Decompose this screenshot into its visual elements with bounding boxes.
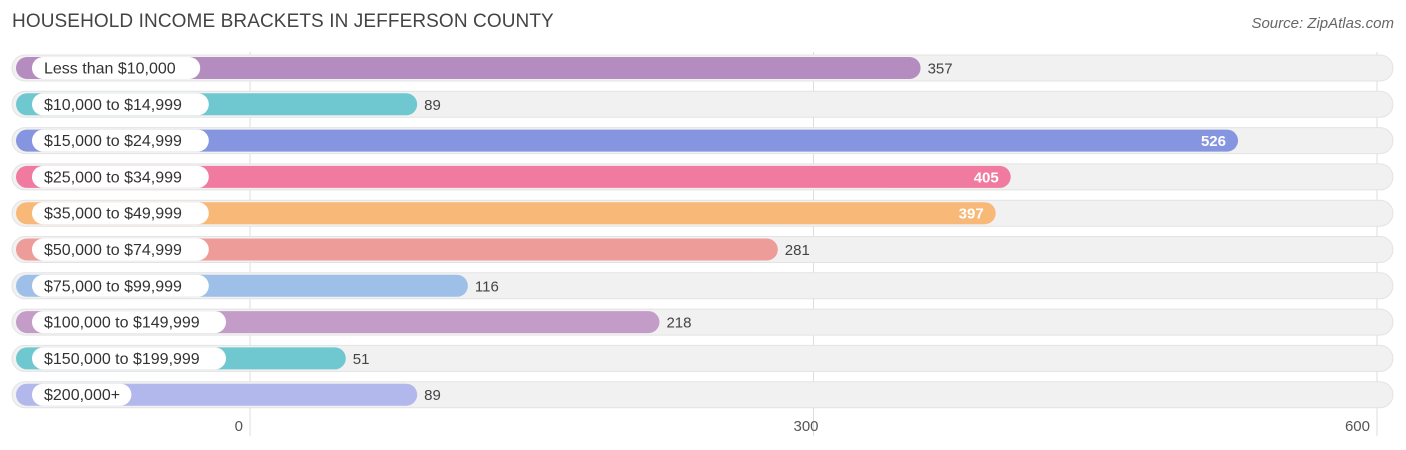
bar xyxy=(16,129,1239,152)
value-label: 526 xyxy=(1201,133,1226,150)
category-label-pill xyxy=(32,202,209,225)
category-label: $75,000 to $99,999 xyxy=(44,278,182,295)
category-label: $50,000 to $74,999 xyxy=(44,242,182,259)
bar xyxy=(16,57,921,79)
category-label-pill xyxy=(32,129,209,152)
value-label: 218 xyxy=(666,315,691,332)
bar-track xyxy=(11,344,1394,372)
category-label: $15,000 to $24,999 xyxy=(44,133,182,150)
category-label: $100,000 to $149,999 xyxy=(44,315,200,332)
x-tick-label: 300 xyxy=(794,418,819,435)
category-label-pill xyxy=(32,57,201,79)
category-label-pill xyxy=(32,93,209,116)
category-label: $25,000 to $34,999 xyxy=(44,169,182,186)
category-label-pill xyxy=(32,274,209,297)
value-label: 89 xyxy=(424,97,441,114)
value-label: 281 xyxy=(785,242,810,259)
category-label-pill xyxy=(32,311,226,334)
value-label: 116 xyxy=(475,278,499,295)
chart-title: HOUSEHOLD INCOME BRACKETS IN JEFFERSON C… xyxy=(12,11,554,32)
value-label: 405 xyxy=(974,169,999,186)
category-label: $200,000+ xyxy=(44,387,120,404)
value-label: 357 xyxy=(928,61,953,78)
category-label-pill xyxy=(32,383,132,406)
x-tick-label: 0 xyxy=(235,418,243,435)
category-label: $35,000 to $49,999 xyxy=(44,206,182,223)
category-label: $10,000 to $14,999 xyxy=(44,97,182,114)
bar xyxy=(16,202,996,225)
value-label: 51 xyxy=(353,351,370,368)
value-label: 89 xyxy=(424,387,441,404)
category-label: $150,000 to $199,999 xyxy=(44,351,200,368)
value-label: 397 xyxy=(959,206,984,223)
x-tick-label: 600 xyxy=(1345,418,1370,435)
category-label-pill xyxy=(32,165,209,188)
category-label-pill xyxy=(32,347,226,370)
category-label: Less than $10,000 xyxy=(44,61,176,78)
category-label-pill xyxy=(32,238,209,261)
source-label: Source: ZipAtlas.com xyxy=(1251,15,1394,32)
bar xyxy=(16,165,1011,188)
